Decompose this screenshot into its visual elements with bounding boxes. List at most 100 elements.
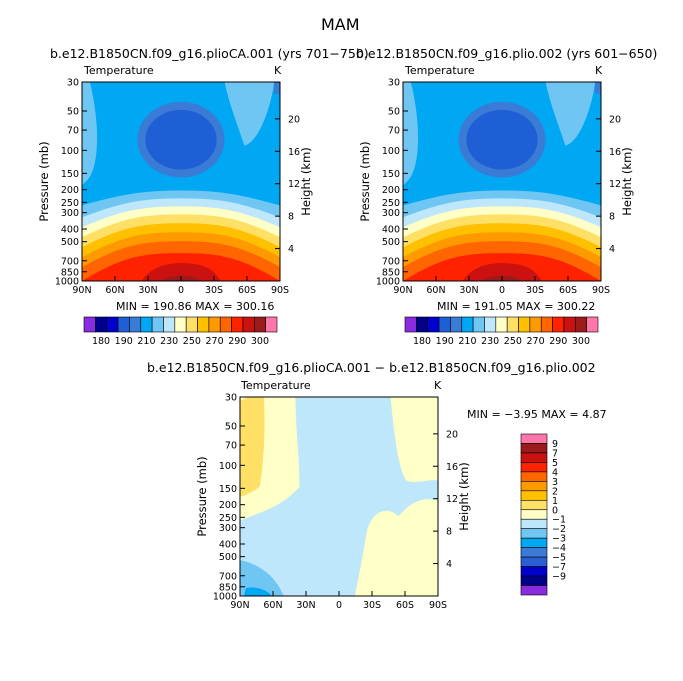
height-axis-label: Height (km): [620, 147, 634, 216]
colorbar-label: −1: [552, 515, 566, 526]
latitude-tick-label: 60S: [559, 285, 577, 296]
pressure-axis-label: Pressure (mb): [358, 141, 372, 221]
colorbar-label: −4: [552, 543, 566, 554]
pressure-tick-label: 300: [61, 208, 79, 219]
height-axis-3: 20 16 12 8 4 Height (km): [433, 429, 471, 570]
height-tick-label: 12: [609, 179, 621, 190]
latitude-tick-label: 90N: [393, 285, 412, 296]
contour-band-neg3-neg2: [243, 587, 272, 596]
latitude-tick-label: 60N: [263, 600, 282, 611]
pressure-tick-label: 100: [219, 461, 237, 472]
colorbar-swatch: [520, 433, 548, 444]
pressure-tick-label: 1000: [376, 277, 400, 288]
latitude-tick-label: 30S: [363, 600, 381, 611]
contour-band-1-2: [240, 397, 265, 497]
colorbar-label: 270: [205, 336, 223, 347]
height-tick-label: 8: [609, 212, 615, 223]
colorbar-label: 5: [552, 458, 558, 469]
pressure-tick-label: 200: [61, 185, 79, 196]
contour-band-295: [141, 263, 221, 281]
colorbar-swatch: [520, 566, 548, 577]
contour-band-neg2-neg1: [240, 560, 284, 596]
colorbar-label: 190: [436, 336, 454, 347]
height-tick-label: 16: [446, 462, 458, 473]
colorbar-label: 230: [160, 336, 178, 347]
pressure-tick-label: 100: [61, 146, 79, 157]
height-tick-label: 12: [446, 494, 458, 505]
plot-area-1: [81, 81, 281, 282]
colorbar-label: 290: [549, 336, 567, 347]
pressure-tick-label: 1000: [55, 277, 79, 288]
colorbar-label: −2: [552, 524, 566, 535]
colorbar-label: 180: [92, 336, 110, 347]
latitude-tick-label: 30S: [526, 285, 544, 296]
pressure-tick-label: 500: [219, 552, 237, 563]
colorbar-swatch: [520, 575, 548, 586]
colorbar-label: −3: [552, 534, 566, 545]
colorbar-swatch: [520, 547, 548, 558]
pressure-tick-label: 30: [388, 78, 400, 89]
height-tick-label: 8: [288, 212, 294, 223]
colorbar-label: 300: [572, 336, 590, 347]
panel-2-title: b.e12.B1850CN.f09_g16.plio.002 (yrs 601−…: [356, 46, 658, 61]
panel-1-stats: MIN = 190.86 MAX = 300.16: [116, 300, 275, 313]
colorbar-label: 190: [115, 336, 133, 347]
pressure-tick-label: 700: [61, 256, 79, 267]
colorbar-swatch: [520, 499, 548, 511]
colorbar-1: 180 190 210 230 250 270 290 300: [83, 316, 278, 347]
colorbar-swatch: [520, 537, 548, 548]
height-tick-label: 4: [288, 244, 294, 255]
contour-band-210: [595, 82, 601, 94]
pressure-tick-label: 850: [61, 267, 79, 278]
colorbar-swatch: [520, 509, 548, 520]
contour-band-200: [466, 109, 538, 170]
contour-band-220: [420, 82, 455, 138]
pressure-tick-label: 400: [61, 224, 79, 235]
contour-band-200: [145, 109, 217, 170]
pressure-tick-label: 70: [225, 441, 237, 452]
height-axis-1: 20 16 12 8 4 Height (km): [275, 114, 313, 255]
pressure-tick-label: 150: [219, 484, 237, 495]
pressure-tick-label: 150: [61, 169, 79, 180]
colorbar-2: 180 190 210 230 250 270 290 300: [404, 316, 599, 347]
colorbar-swatch: [520, 462, 548, 473]
height-axis-label: Height (km): [457, 462, 471, 531]
latitude-tick-label: 30N: [138, 285, 157, 296]
latitude-axis-3: 90N 60N 30N 0 30S 60S 90S: [230, 591, 447, 611]
contour-band-220: [99, 82, 134, 138]
colorbar-label: 300: [251, 336, 269, 347]
height-axis-2: 20 16 12 8 4 Height (km): [596, 114, 634, 255]
colorbar-label: −5: [552, 553, 566, 564]
colorbar-label: 3: [552, 477, 558, 488]
colorbar-label: 210: [458, 336, 476, 347]
contour-band-230: [82, 82, 98, 186]
pressure-tick-label: 50: [67, 106, 79, 117]
colorbar-swatch: [265, 316, 278, 333]
latitude-tick-label: 30N: [296, 600, 315, 611]
latitude-tick-label: 90S: [592, 285, 610, 296]
panel-2-unit-label: K: [595, 64, 603, 77]
latitude-tick-label: 90S: [271, 285, 289, 296]
contour-band-295: [462, 263, 542, 281]
latitude-axis-1: 90N 60N 30N 0 30S 60S 90S: [72, 276, 289, 296]
pressure-tick-label: 30: [225, 393, 237, 404]
height-tick-label: 20: [609, 114, 621, 125]
colorbar-swatch: [586, 316, 599, 333]
colorbar-label: 270: [526, 336, 544, 347]
colorbar-label: 4: [552, 467, 558, 478]
panel-diff-unit-label: K: [434, 379, 442, 392]
colorbar-label: 230: [481, 336, 499, 347]
colorbar-swatch: [520, 528, 548, 539]
pressure-tick-label: 400: [219, 539, 237, 550]
contour-band-neg1-0: [240, 397, 438, 596]
pressure-tick-label: 70: [388, 126, 400, 137]
panel-diff-temperature-label: Temperature: [241, 379, 311, 392]
colorbar-swatch: [520, 443, 548, 454]
colorbar-swatch: [520, 490, 548, 501]
pressure-tick-label: 700: [382, 256, 400, 267]
latitude-tick-label: 90N: [230, 600, 249, 611]
panel-2-temperature-label: Temperature: [405, 64, 475, 77]
pressure-tick-label: 200: [219, 500, 237, 511]
pressure-tick-label: 1000: [213, 592, 237, 603]
